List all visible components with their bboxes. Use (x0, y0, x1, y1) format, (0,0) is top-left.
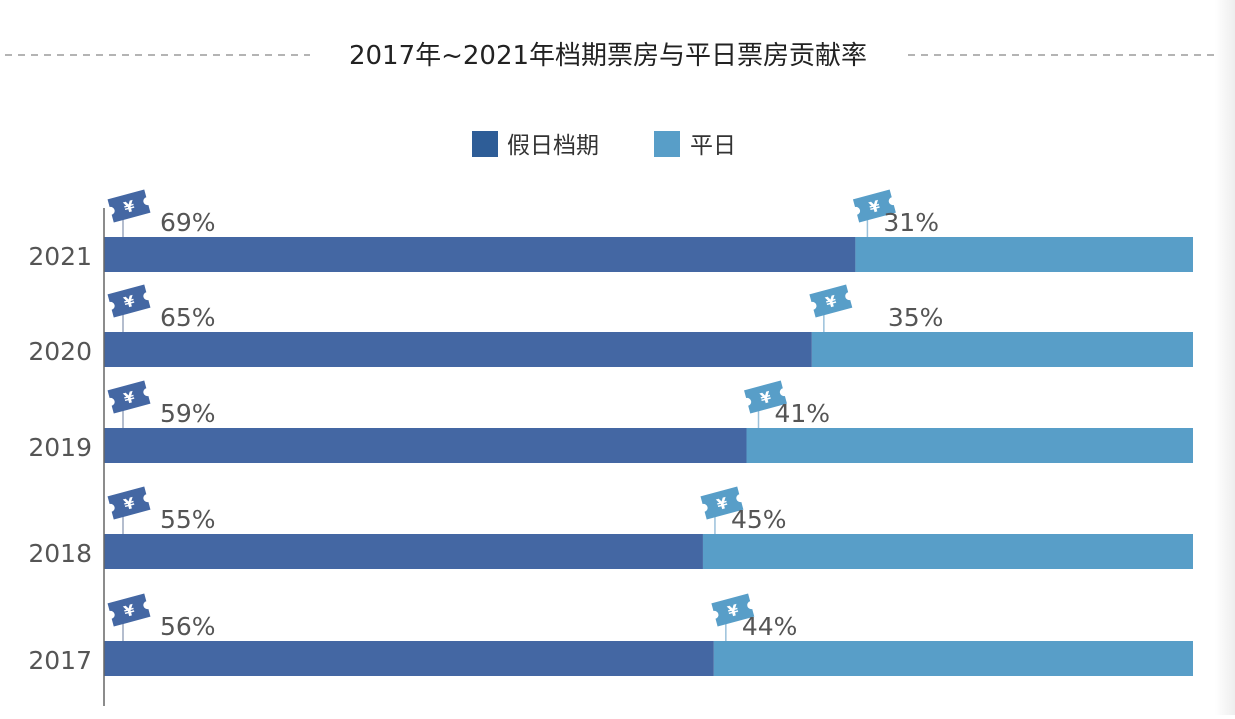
data-label-weekday-2021: 31% (883, 208, 939, 237)
data-label-holiday-2019: 59% (160, 399, 216, 428)
data-label-weekday-2020: 35% (888, 303, 944, 332)
data-label-holiday-2018: 55% (160, 505, 216, 534)
chart-title: 2017年~2021年档期票房与平日票房贡献率 (349, 41, 867, 71)
data-label-holiday-2017: 56% (160, 612, 216, 641)
category-label-2021: 2021 (28, 242, 92, 271)
ticket-body (107, 189, 151, 223)
data-label-weekday-2018: 45% (731, 505, 787, 534)
bar-holiday-2021 (104, 237, 856, 272)
ticket-body (107, 284, 151, 318)
bar-weekday-2019 (746, 428, 1193, 463)
ticket-icon: ¥ (107, 593, 151, 627)
ticket-body (700, 486, 744, 520)
bar-holiday-2020 (104, 332, 812, 367)
ticket-icon: ¥ (809, 284, 853, 318)
ticket-body (852, 189, 896, 223)
category-label-2020: 2020 (28, 337, 92, 366)
ticket-icon: ¥ (107, 284, 151, 318)
ticket-body (107, 593, 151, 627)
bar-weekday-2017 (713, 641, 1193, 676)
data-label-holiday-2020: 65% (160, 303, 216, 332)
data-label-holiday-2021: 69% (160, 208, 216, 237)
ticket-icon: ¥ (744, 380, 787, 414)
ticket-icon: ¥ (711, 593, 755, 627)
legend-label-holiday: 假日档期 (507, 133, 599, 159)
ticket-icon: ¥ (107, 380, 151, 414)
legend-swatch-holiday (472, 131, 498, 157)
bar-weekday-2020 (811, 332, 1193, 367)
ticket-body (107, 486, 151, 520)
bar-holiday-2018 (104, 534, 703, 569)
legend-label-weekday: 平日 (690, 133, 736, 159)
ticket-icon: ¥ (700, 486, 744, 520)
data-label-weekday-2019: 41% (775, 399, 831, 428)
ticket-icon: ¥ (107, 486, 151, 520)
ticket-icon: ¥ (852, 189, 896, 223)
ticket-body (107, 380, 151, 414)
bar-holiday-2019 (104, 428, 747, 463)
ticket-body (809, 284, 853, 318)
bar-holiday-2017 (104, 641, 714, 676)
category-label-2018: 2018 (28, 539, 92, 568)
category-label-2017: 2017 (28, 646, 92, 675)
ticket-body (744, 380, 787, 414)
ticket-icon: ¥ (107, 189, 151, 223)
bar-weekday-2018 (702, 534, 1193, 569)
bar-weekday-2021 (855, 237, 1193, 272)
category-label-2019: 2019 (28, 433, 92, 462)
data-label-weekday-2017: 44% (742, 612, 798, 641)
page-edge-shadow (1215, 0, 1235, 715)
ticket-body (711, 593, 755, 627)
legend-swatch-weekday (654, 131, 680, 157)
